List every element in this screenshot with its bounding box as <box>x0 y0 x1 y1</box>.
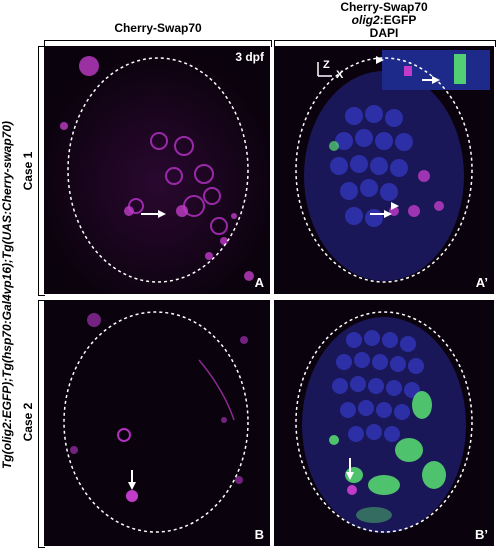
outline-b-prime <box>295 311 473 533</box>
arrow-a <box>158 210 166 218</box>
arrowhead-a-prime <box>391 202 399 210</box>
arrow-a-prime-top <box>432 76 440 84</box>
merge-title-line1: Cherry-Swap70 <box>340 0 428 14</box>
panel-label-b-prime: B’ <box>475 527 488 542</box>
row-label-case1: Case 1 <box>21 151 35 191</box>
column-title-merge: Cherry-Swap70 olig2:EGFP DAPI <box>274 1 494 40</box>
panel-a-cherry-case1: 3 dpf A <box>44 46 270 294</box>
panel-label-b: B <box>254 527 264 542</box>
column-bracket-right <box>274 40 496 47</box>
arrow-a-prime <box>384 210 392 218</box>
panel-b-prime-merge-case2: B’ <box>274 300 494 546</box>
column-bracket-left <box>44 40 272 47</box>
axis-x-label: X <box>336 69 344 81</box>
merge-title-line3: DAPI <box>369 26 399 40</box>
axis-z-label: Z <box>323 59 330 71</box>
column-title-cherry: Cherry-Swap70 <box>44 22 272 35</box>
panel-label-a-prime: A’ <box>475 275 488 290</box>
outline-a <box>67 57 249 283</box>
outline-b <box>63 311 249 533</box>
panel-b-cherry-case2: B <box>44 300 270 546</box>
panel-label-a: A <box>254 275 264 290</box>
row-label-case2: Case 2 <box>21 402 35 442</box>
panel-a-prime-merge-case1: Z X A’ <box>274 46 494 294</box>
column-title-text: Cherry-Swap70 <box>114 21 202 35</box>
arrow-b-prime <box>346 472 354 480</box>
merge-title-olig2: olig2 <box>351 13 380 27</box>
merge-title-egfp: :EGFP <box>379 13 417 27</box>
genotype-label: Tg(olig2:EGFP);Tg(hsp70:Gal4vp16);Tg(UAS… <box>0 120 14 470</box>
arrowhead-a-prime-top <box>376 56 384 64</box>
outline-a-prime <box>295 57 473 283</box>
row-bracket-case1 <box>38 46 45 296</box>
merge-title-line2: olig2:EGFP <box>274 14 494 27</box>
row-bracket-case2 <box>38 300 45 548</box>
micrograph-b <box>44 300 270 546</box>
micrograph-a <box>44 46 270 294</box>
stage-label: 3 dpf <box>235 50 264 64</box>
micrograph-b-prime <box>274 300 494 546</box>
arrow-b <box>128 482 136 490</box>
micrograph-a-prime: Z X <box>274 46 494 294</box>
